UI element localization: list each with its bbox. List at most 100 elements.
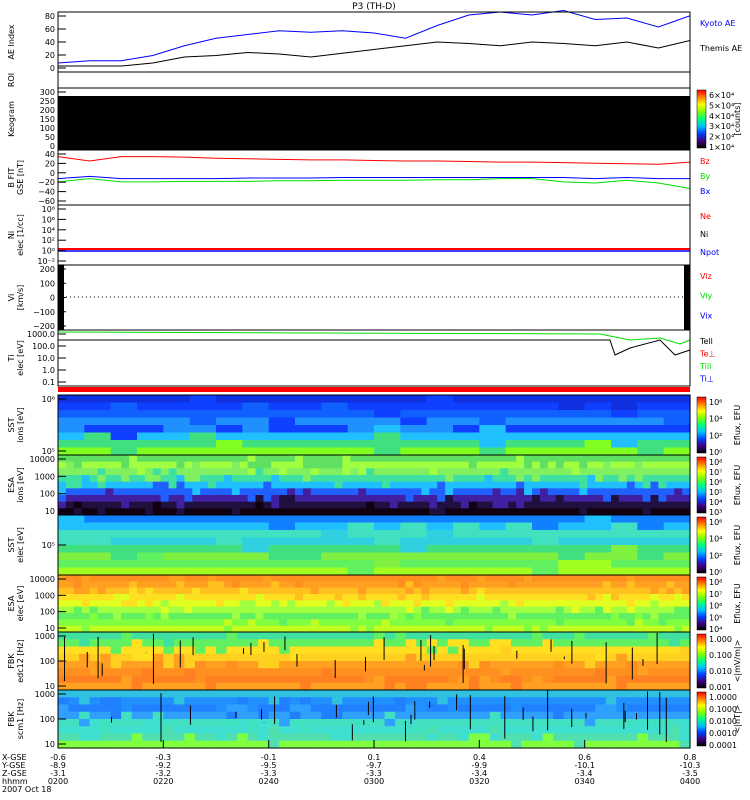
spectrogram-cell [476,581,486,589]
spectrogram-cell [558,410,586,419]
spectrogram-cell [110,704,122,713]
spectrogram-cell [374,719,386,727]
spectrogram-cell [73,613,83,620]
spectrogram-cell [79,704,91,713]
spectrogram-cell [374,495,383,503]
spectrogram-cell [144,501,154,509]
spectrogram-cell [524,613,533,620]
spectrogram-cell [263,468,272,476]
spectrogram-cell [189,515,217,524]
spectrogram-cell [663,567,691,576]
spectrogram-cell [271,600,280,608]
spectrogram-cell [595,619,604,627]
spectrogram-cell [634,501,644,509]
spectrogram-cell [137,522,164,531]
spectrogram-cell [216,515,243,524]
spectrogram-cell [192,488,201,496]
spectrogram-cell [508,594,517,601]
spectrogram-cell [626,575,636,582]
spectrogram-cell [342,697,354,706]
spectrogram-cell [310,455,320,463]
spectrogram-cell [437,619,446,627]
spectrogram-cell [310,653,322,662]
spectrogram-cell [189,537,217,546]
spectrogram-cell [637,726,649,735]
spectrogram-cell [216,587,225,595]
x-tick-label-z: -3.4 [472,769,488,778]
spectrogram-cell [310,587,320,595]
spectrogram-cell [547,501,557,509]
spectrogram-cell [352,690,365,698]
spectrogram-cell [163,733,175,742]
spectrogram-cell [563,639,575,648]
spectrogram-cell [295,410,322,419]
spectrogram-cell [121,690,133,698]
spectrogram-cell [194,719,207,727]
spectrogram-cell [603,495,612,503]
spectrogram-cell [268,668,280,677]
spectrogram-cell [389,613,399,620]
spectrogram-cell [563,711,575,720]
spectrogram-cell [381,619,391,627]
spectrogram-cell [453,515,480,524]
spectrogram-cell [279,726,291,735]
spectrogram-cell [426,653,438,662]
spectrogram-cell [666,613,675,620]
spectrogram-cell [110,560,138,569]
y-tick-label: 10⁴ [42,226,55,235]
spectrogram-cell [374,740,386,749]
spectrogram-cell [255,581,264,589]
spectrogram-cell [89,733,101,742]
spectrogram-cell [500,575,509,582]
spectrogram-cell [429,619,438,627]
spectrogram-cell [563,600,573,608]
spectrogram-cell [500,468,509,476]
spectrogram-cell [679,675,691,684]
spectrogram-cell [426,690,438,698]
spectrogram-cell [563,501,573,509]
spectrogram-cell [605,675,617,684]
spectrogram-cell [73,481,83,489]
spectrogram-cell [105,594,114,601]
y-tick-label: 40 [45,150,55,159]
spectrogram-cell [579,600,588,608]
spectrogram-cell [397,600,407,608]
spectrogram-cell [587,468,596,476]
spectrogram-cell [184,646,196,655]
spectrogram-cell [611,447,638,456]
spectrogram-cell [352,704,365,713]
spectrogram-cell [510,711,523,720]
spectrogram-cell [129,606,138,614]
spectrogram-cell [163,690,175,698]
spectrogram-cell [558,537,586,546]
spectrogram-cell [516,508,525,516]
spectrogram-cell [144,461,154,469]
spectrogram-cell [611,395,638,404]
spectrogram-cell [279,632,291,640]
spectrogram-cell [584,545,612,554]
spectrogram-cell [524,625,533,633]
spectrogram-cell [626,468,636,476]
spectrogram-cell [318,594,328,601]
spectrogram-cell [555,501,565,509]
spectrogram-cell [223,594,233,601]
spectrogram-cell [152,488,162,496]
spectrogram-cell [84,402,112,411]
colorbar-label: Eflux, EFU [733,405,742,446]
y-tick-label: 1.0 [42,366,55,375]
spectrogram-cell [100,711,112,720]
spectrogram-cell [113,613,122,620]
spectrogram-cell [447,646,459,655]
y-tick-label: −60 [38,197,55,206]
spectrogram-cell [642,600,652,608]
spectrogram-cell [189,440,217,449]
y-tick-label: 100 [40,124,55,133]
spectrogram-cell [637,402,665,411]
spectrogram-cell [524,600,533,608]
spectrogram-cell [421,606,430,614]
spectrogram-cell [626,508,636,516]
spectrogram-cell [310,661,322,669]
spectrogram-cell [479,440,507,449]
spectrogram-cell [437,668,449,677]
spectrogram-cell [287,495,296,503]
